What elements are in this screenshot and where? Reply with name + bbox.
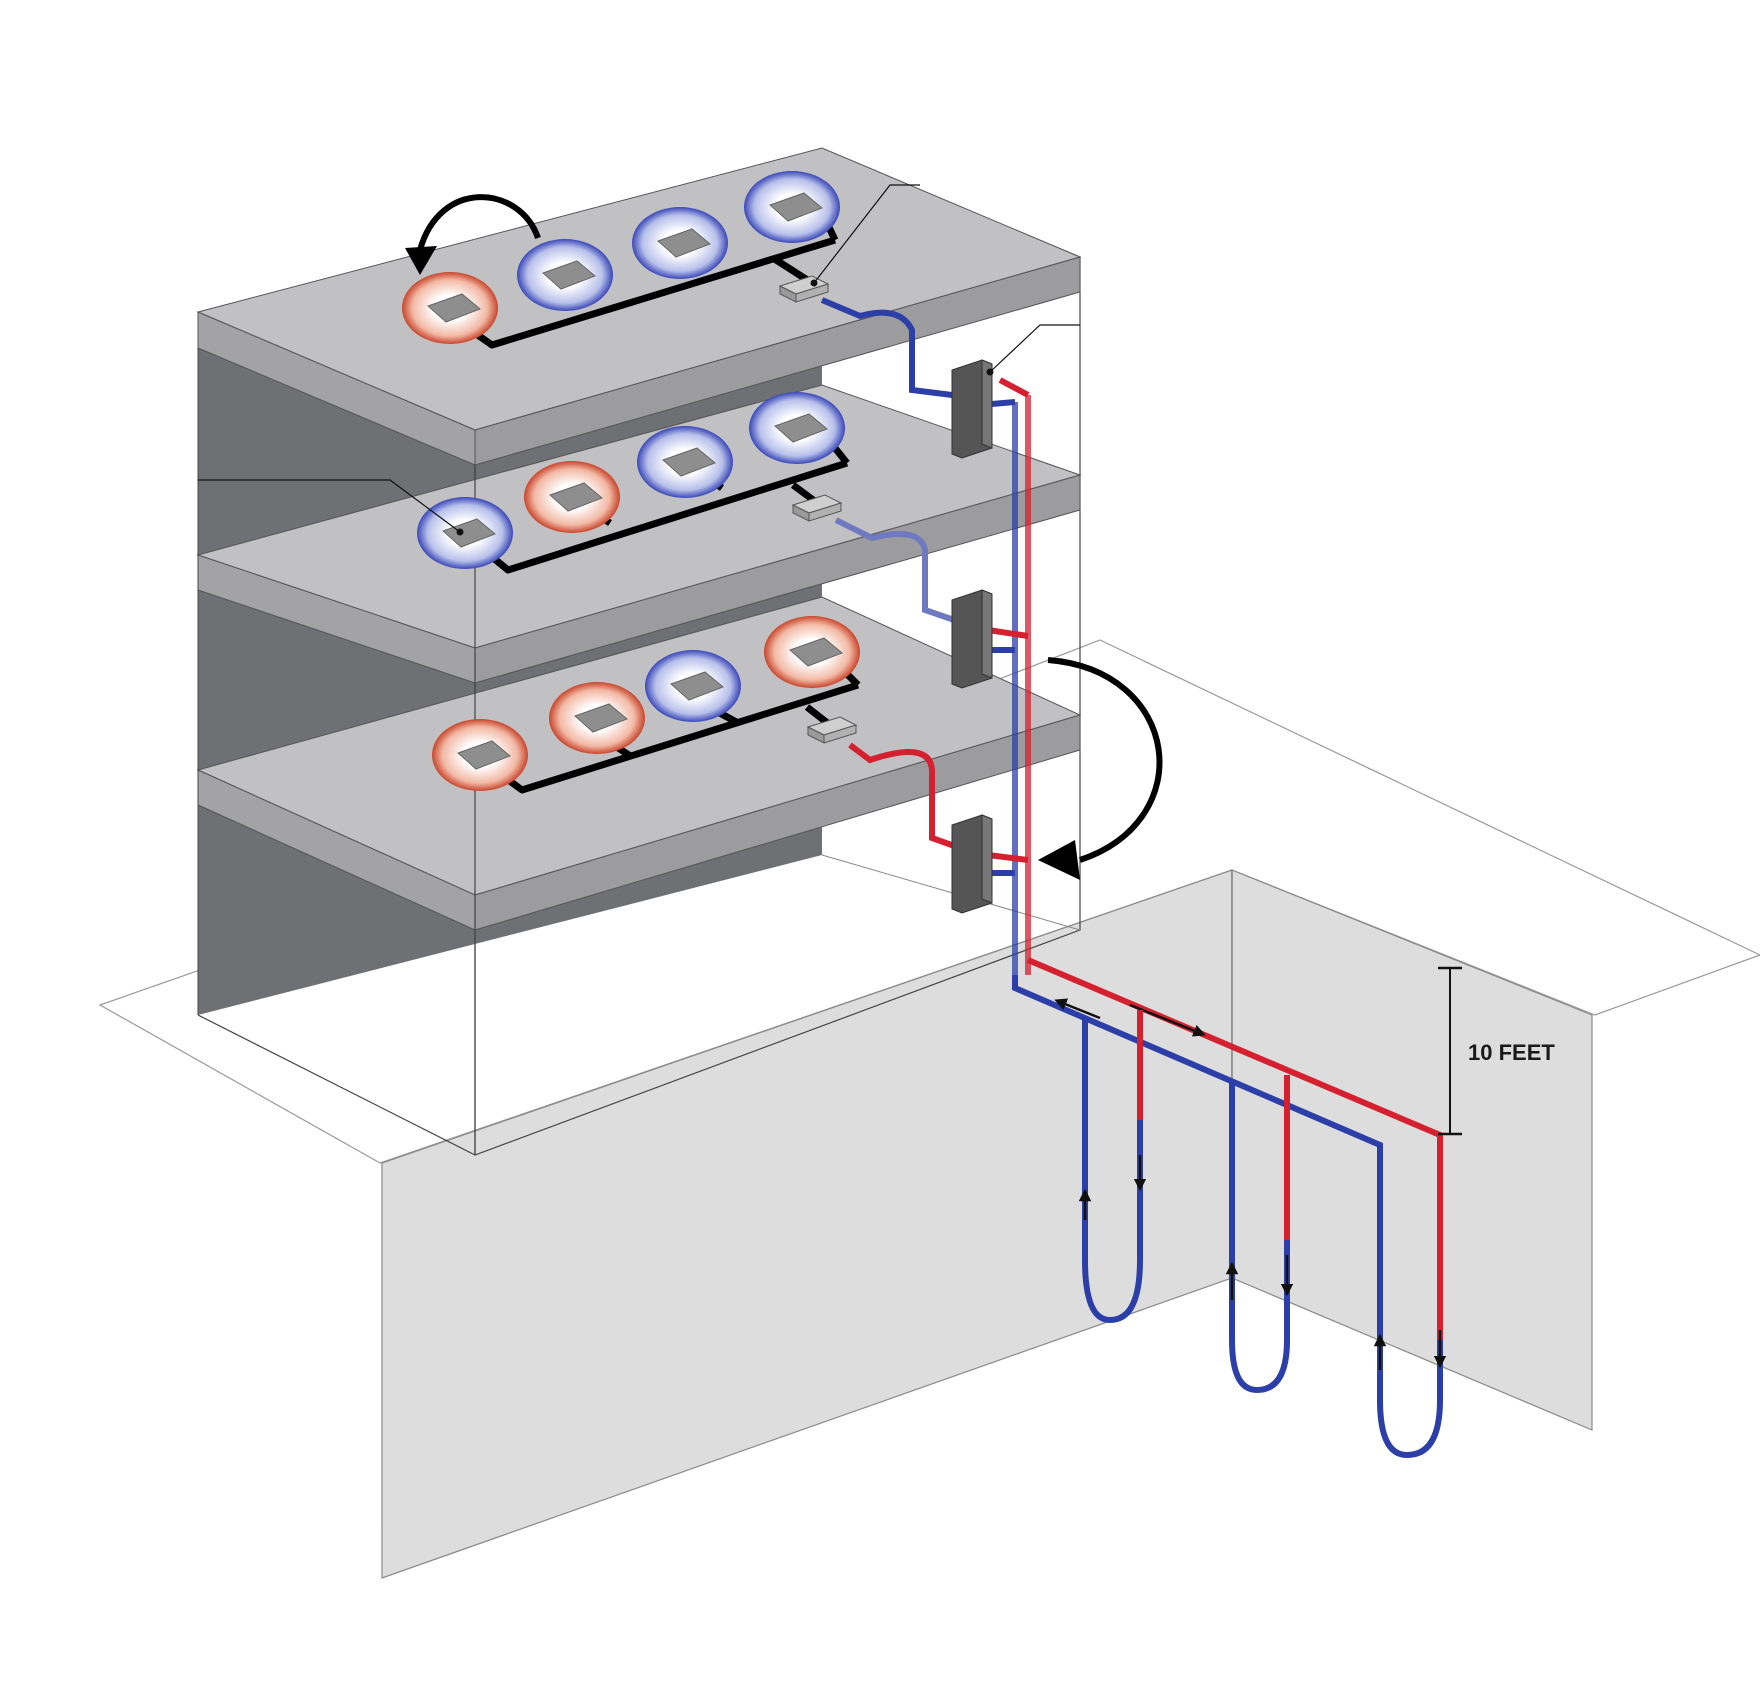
building (196, 147, 1082, 1156)
floor-3-zones (402, 171, 840, 344)
warm-zone (524, 461, 620, 533)
floor-slab-2 (196, 384, 1082, 684)
floor-2-zones (417, 392, 845, 569)
cool-zone (645, 650, 741, 722)
ground-loop-1 (1078, 1010, 1147, 1324)
ground-loop-2 (1225, 1075, 1294, 1394)
warm-zone (764, 616, 860, 688)
dimension-label: 10 FEET (1468, 1040, 1555, 1065)
floor-slab-1 (196, 596, 1082, 931)
warm-zone (402, 272, 498, 344)
cool-zone (749, 392, 845, 464)
cool-zone (637, 426, 733, 498)
leader-lines (198, 184, 1080, 536)
ground-section (381, 869, 1593, 1579)
cool-zone (632, 207, 728, 279)
warm-zone (432, 719, 528, 791)
warm-zone (549, 682, 645, 754)
ground-loop-3 (1373, 1140, 1447, 1459)
flow-arrow-icon (1129, 1003, 1206, 1037)
curved-arrow-icon (405, 194, 541, 275)
heat-pumps (951, 359, 993, 914)
floor-slab-3 (196, 147, 1082, 466)
supply-lines (820, 297, 962, 851)
cool-zone (417, 497, 513, 569)
cool-zone (744, 171, 840, 243)
flow-arrow-icon (1054, 998, 1101, 1020)
curved-arrow-icon (1038, 657, 1163, 880)
cool-zone (517, 239, 613, 311)
dimension-marker: 10 FEET (1438, 966, 1555, 1136)
floor-1-zones (432, 616, 860, 791)
